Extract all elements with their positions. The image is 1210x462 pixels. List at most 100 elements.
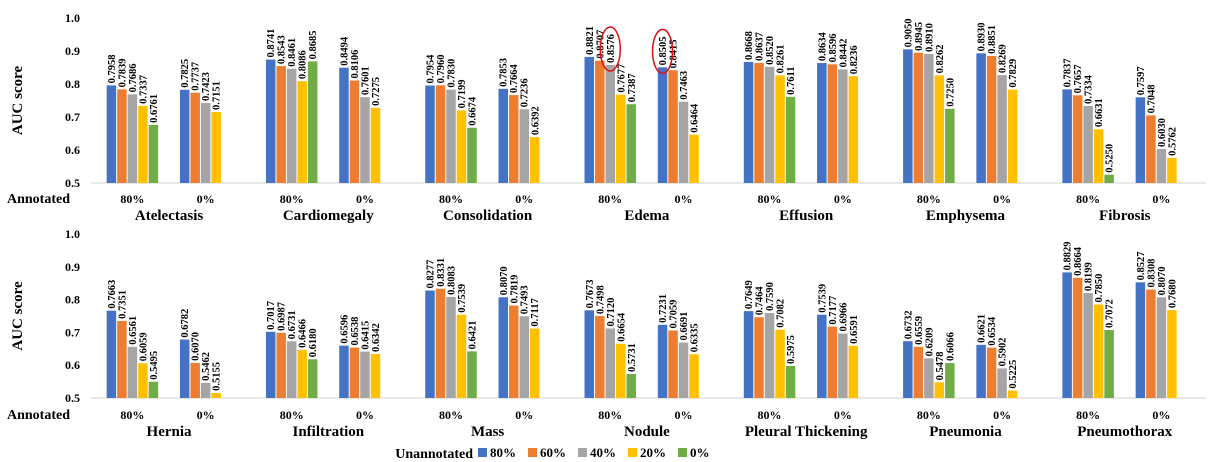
- data-label: 0.7275: [371, 77, 382, 106]
- bar-infiltration-annotated-80-unannotated-0: [307, 359, 318, 398]
- data-label: 0.9050: [903, 18, 914, 47]
- bar-mass-annotated-0-unannotated-40: [519, 316, 530, 398]
- annotated-group-label: 80%: [120, 192, 144, 206]
- legend-label-40: 40%: [590, 445, 616, 460]
- data-label: 0.7673: [585, 279, 596, 308]
- category-label-effusion: Effusion: [779, 208, 834, 224]
- bar-hernia-annotated-80-unannotated-80: [106, 310, 117, 398]
- bar-hernia-annotated-80-unannotated-60: [117, 320, 127, 398]
- bar-mass-annotated-80-unannotated-20: [456, 314, 467, 398]
- data-label: 0.6070: [191, 332, 202, 361]
- bar-consolidation-annotated-80-unannotated-20: [456, 110, 467, 183]
- bar-mass-annotated-80-unannotated-0: [467, 351, 477, 398]
- category-label-edema: Edema: [624, 208, 670, 224]
- data-label: 0.8106: [350, 50, 361, 79]
- bar-fibrosis-annotated-80-unannotated-80: [1062, 89, 1072, 183]
- bar-edema-annotated-80-unannotated-40: [605, 64, 616, 183]
- annotated-group-label: 80%: [439, 192, 463, 206]
- bar-pleural-thickening-annotated-80-unannotated-60: [754, 317, 764, 398]
- bar-infiltration-annotated-0-unannotated-40: [360, 351, 370, 398]
- annotated-group-label: 80%: [1076, 192, 1100, 206]
- category-label-cardiomegaly: Cardiomegaly: [283, 208, 374, 224]
- data-label: 0.7830: [446, 59, 457, 88]
- category-label-atelectasis: Atelectasis: [135, 208, 203, 224]
- bar-consolidation-annotated-80-unannotated-0: [467, 127, 477, 183]
- bar-atelectasis-annotated-80-unannotated-60: [117, 89, 127, 183]
- y-tick-label: 1.0: [65, 11, 80, 25]
- bar-mass-annotated-80-unannotated-40: [446, 296, 456, 398]
- data-label: 0.7177: [828, 296, 839, 325]
- data-label: 0.8461: [287, 38, 298, 67]
- data-label: 0.8829: [1063, 242, 1074, 271]
- category-label-pleural-thickening: Pleural Thickening: [745, 424, 868, 440]
- bar-infiltration-annotated-80-unannotated-80: [265, 331, 276, 398]
- annotated-group-label: 0%: [675, 192, 693, 206]
- data-label: 0.7120: [606, 298, 617, 327]
- bar-edema-annotated-0-unannotated-60: [668, 70, 678, 183]
- data-label: 0.6421: [467, 321, 478, 350]
- data-label: 0.6466: [298, 319, 309, 348]
- bar-pneumonia-annotated-80-unannotated-60: [913, 346, 924, 398]
- data-label: 0.6335: [690, 323, 701, 352]
- bar-atelectasis-annotated-0-unannotated-20: [211, 112, 221, 183]
- bar-emphysema-annotated-80-unannotated-60: [913, 52, 924, 183]
- data-label: 0.8821: [585, 26, 596, 55]
- annotated-row-label: Annotated: [7, 192, 70, 207]
- data-label: 0.8261: [776, 45, 787, 74]
- bar-pleural-thickening-annotated-80-unannotated-80: [743, 311, 754, 398]
- bar-pleural-thickening-annotated-0-unannotated-80: [817, 314, 827, 398]
- data-label: 0.8070: [499, 266, 510, 295]
- data-label: 0.8637: [755, 32, 766, 61]
- bar-hernia-annotated-0-unannotated-60: [190, 362, 200, 398]
- data-label: 0.7334: [1084, 74, 1095, 104]
- legend-label-60: 60%: [540, 445, 566, 460]
- data-label: 0.8308: [1146, 259, 1157, 288]
- bar-fibrosis-annotated-0-unannotated-80: [1135, 97, 1146, 183]
- bar-consolidation-annotated-80-unannotated-80: [425, 85, 435, 183]
- annotated-group-label: 0%: [356, 192, 374, 206]
- data-label: 0.8741: [266, 29, 277, 58]
- data-label: 0.6561: [128, 316, 139, 345]
- bar-fibrosis-annotated-80-unannotated-0: [1104, 174, 1114, 183]
- y-tick-label: 0.7: [65, 110, 80, 124]
- bar-mass-annotated-0-unannotated-20: [530, 328, 540, 398]
- bar-emphysema-annotated-80-unannotated-20: [934, 75, 945, 183]
- data-label: 0.8442: [838, 39, 849, 68]
- category-label-pneumothorax: Pneumothorax: [1077, 424, 1172, 440]
- bar-nodule-annotated-0-unannotated-60: [668, 330, 678, 398]
- data-label: 0.8945: [914, 22, 925, 51]
- bar-edema-annotated-0-unannotated-20: [689, 134, 699, 183]
- data-label: 0.8262: [935, 44, 946, 73]
- data-label: 0.7680: [1167, 279, 1178, 308]
- bar-fibrosis-annotated-0-unannotated-20: [1167, 157, 1177, 183]
- bar-nodule-annotated-0-unannotated-80: [657, 324, 668, 398]
- legend-swatch-0: [678, 448, 687, 457]
- annotated-group-label: 80%: [280, 192, 304, 206]
- data-label: 0.8199: [1084, 262, 1095, 291]
- bar-atelectasis-annotated-80-unannotated-0: [148, 124, 159, 183]
- data-label: 0.8331: [436, 258, 447, 287]
- bar-cardiomegaly-annotated-80-unannotated-40: [286, 68, 297, 183]
- data-label: 0.6066: [945, 332, 956, 361]
- data-label: 0.6392: [530, 106, 541, 135]
- data-label: 0.8668: [744, 31, 755, 60]
- data-label: 0.6782: [180, 309, 191, 338]
- bar-edema-annotated-0-unannotated-40: [678, 101, 689, 183]
- data-label: 0.8527: [1136, 251, 1147, 280]
- annotated-group-label: 0%: [1152, 408, 1170, 422]
- legend-swatch-60: [528, 448, 537, 457]
- data-label: 0.7850: [1094, 274, 1105, 303]
- bar-atelectasis-annotated-0-unannotated-40: [200, 103, 211, 183]
- bar-pneumothorax-annotated-80-unannotated-80: [1062, 272, 1072, 398]
- data-label: 0.5225: [1008, 360, 1019, 389]
- data-label: 0.5478: [935, 351, 946, 380]
- bar-effusion-annotated-80-unannotated-20: [775, 75, 785, 183]
- data-label: 0.5902: [998, 338, 1009, 367]
- data-label: 0.8520: [765, 36, 776, 65]
- bar-consolidation-annotated-80-unannotated-60: [435, 85, 446, 183]
- y-tick-label: 0.6: [65, 143, 80, 157]
- bar-consolidation-annotated-0-unannotated-20: [530, 137, 540, 183]
- bar-consolidation-annotated-0-unannotated-40: [519, 109, 530, 183]
- data-label: 0.8277: [425, 260, 436, 289]
- annotated-row-label: Annotated: [7, 408, 70, 423]
